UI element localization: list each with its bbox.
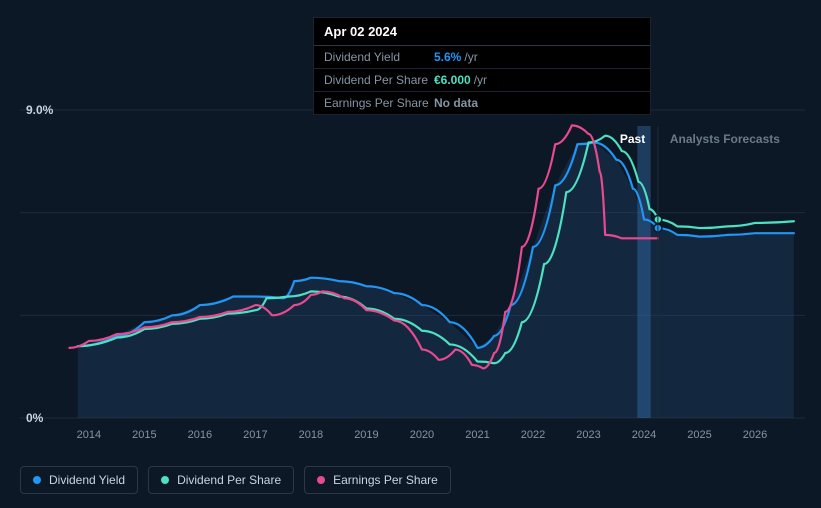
- svg-text:2024: 2024: [632, 429, 656, 441]
- tooltip-row-value: No data: [434, 96, 478, 110]
- legend-item[interactable]: Dividend Per Share: [148, 466, 294, 494]
- tooltip-row-label: Earnings Per Share: [324, 96, 434, 110]
- tooltip-row-unit: /yr: [474, 73, 487, 87]
- legend-label: Earnings Per Share: [333, 473, 438, 487]
- svg-text:2014: 2014: [77, 429, 101, 441]
- legend-dot-icon: [161, 476, 169, 484]
- legend-label: Dividend Per Share: [177, 473, 281, 487]
- legend-dot-icon: [33, 476, 41, 484]
- tooltip-row: Dividend Yield5.6%/yr: [314, 46, 650, 69]
- tooltip-row-label: Dividend Yield: [324, 50, 434, 64]
- svg-text:2016: 2016: [188, 429, 212, 441]
- chart-legend: Dividend Yield Dividend Per Share Earnings…: [20, 466, 451, 494]
- tooltip-row: Dividend Per Share€6.000/yr: [314, 69, 650, 92]
- tooltip-row-unit: /yr: [464, 50, 477, 64]
- legend-item[interactable]: Dividend Yield: [20, 466, 138, 494]
- legend-label: Dividend Yield: [49, 473, 125, 487]
- tooltip-date: Apr 02 2024: [314, 18, 650, 46]
- legend-dot-icon: [317, 476, 325, 484]
- forecast-region-label: Analysts Forecasts: [670, 132, 780, 146]
- tooltip-row-label: Dividend Per Share: [324, 73, 434, 87]
- legend-item[interactable]: Earnings Per Share: [304, 466, 451, 494]
- svg-text:2021: 2021: [465, 429, 489, 441]
- tooltip-row-value: 5.6%: [434, 50, 461, 64]
- svg-text:2023: 2023: [576, 429, 600, 441]
- tooltip-row: Earnings Per ShareNo data: [314, 92, 650, 114]
- tooltip-row-value: €6.000: [434, 73, 471, 87]
- past-region-label: Past: [620, 132, 645, 146]
- svg-text:2015: 2015: [132, 429, 156, 441]
- svg-text:2022: 2022: [521, 429, 545, 441]
- svg-text:0%: 0%: [26, 411, 44, 425]
- chart-tooltip: Apr 02 2024 Dividend Yield5.6%/yrDividen…: [313, 17, 651, 115]
- svg-text:2026: 2026: [743, 429, 767, 441]
- svg-text:2018: 2018: [299, 429, 323, 441]
- svg-text:2025: 2025: [687, 429, 711, 441]
- svg-text:2020: 2020: [410, 429, 434, 441]
- svg-text:2017: 2017: [243, 429, 267, 441]
- svg-text:9.0%: 9.0%: [26, 103, 54, 117]
- svg-text:2019: 2019: [354, 429, 378, 441]
